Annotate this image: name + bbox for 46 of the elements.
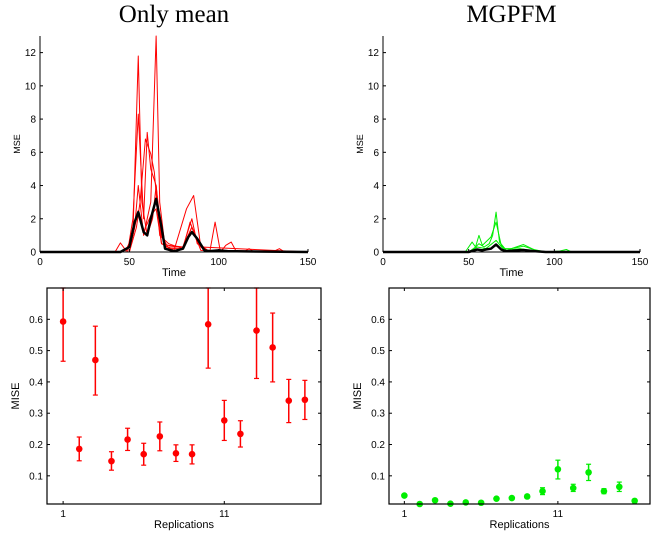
y-tick-label: 0.6 [371, 314, 386, 326]
x-tick-label: 1 [402, 509, 408, 520]
y-tick-label: 0.1 [371, 471, 386, 482]
x-tick-label: 11 [219, 509, 230, 520]
y-tick-label: 0.5 [371, 346, 386, 358]
x-axis-title: Replications [490, 519, 550, 531]
y-tick-label: 2 [30, 214, 36, 226]
y-tick-label: 12 [24, 48, 36, 60]
y-tick-label: 0.5 [29, 346, 44, 358]
x-tick-label: 11 [552, 509, 564, 520]
y-tick-label: 0.4 [29, 377, 44, 388]
y-tick-label: 0.1 [29, 471, 44, 482]
x-tick-label: 150 [632, 257, 649, 268]
chart-title: MGPFM [466, 1, 557, 28]
y-tick-label: 10 [368, 81, 380, 92]
y-tick-label: 8 [30, 114, 36, 126]
x-tick-label: 100 [546, 257, 564, 268]
y-axis-title: MISE [10, 382, 22, 410]
y-tick-label: 0.2 [29, 440, 44, 452]
x-tick-label: 150 [300, 257, 317, 268]
y-tick-label: 2 [373, 214, 380, 226]
y-tick-label: 6 [30, 148, 36, 159]
y-tick-label: 10 [24, 81, 36, 92]
y-tick-label: 6 [373, 148, 380, 159]
x-tick-label: 100 [210, 257, 228, 268]
y-tick-label: 0 [30, 248, 36, 258]
x-tick-label: 1 [60, 509, 66, 520]
y-tick-label: 8 [373, 114, 380, 126]
y-axis-title: MISE [352, 382, 364, 410]
y-axis-title: MSE [355, 134, 365, 154]
y-tick-label: 4 [30, 181, 36, 192]
x-axis-title: Replications [154, 519, 214, 531]
y-tick-label: 12 [368, 48, 380, 60]
y-tick-label: 0 [373, 248, 380, 258]
y-tick-label: 0.3 [29, 408, 44, 420]
y-tick-label: 0.6 [29, 314, 44, 326]
y-tick-label: 0.4 [371, 377, 386, 388]
y-axis-title: MSE [12, 134, 22, 154]
x-axis-title: Time [162, 267, 186, 279]
x-axis-title: Time [499, 267, 524, 279]
y-tick-label: 0.3 [371, 408, 386, 420]
y-tick-label: 4 [373, 181, 380, 192]
x-tick-label: 50 [463, 257, 475, 268]
x-tick-label: 50 [124, 257, 136, 268]
y-tick-label: 0.2 [371, 440, 386, 452]
chart-title: Only mean [118, 1, 230, 28]
